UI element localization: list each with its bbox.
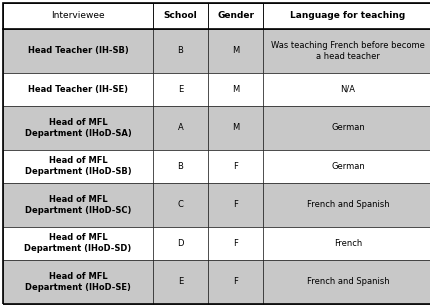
Bar: [153, 150, 208, 183]
Text: German: German: [331, 123, 365, 132]
Text: N/A: N/A: [341, 85, 356, 94]
Text: Was teaching French before become
a head teacher: Was teaching French before become a head…: [271, 41, 425, 61]
Text: A: A: [178, 123, 183, 132]
Bar: [3, 183, 153, 227]
Text: Head Teacher (IH-SB): Head Teacher (IH-SB): [28, 46, 129, 55]
Text: Head of MFL
Department (IHoD-SC): Head of MFL Department (IHoD-SC): [25, 195, 131, 215]
Bar: [263, 150, 430, 183]
Text: Head of MFL
Department (IHoD-SA): Head of MFL Department (IHoD-SA): [25, 118, 132, 138]
Bar: [263, 29, 430, 73]
Bar: [3, 260, 153, 304]
Text: B: B: [178, 162, 184, 171]
Bar: [263, 73, 430, 106]
Bar: [153, 183, 208, 227]
Bar: [208, 150, 263, 183]
Bar: [263, 227, 430, 260]
Bar: [208, 260, 263, 304]
Text: Head Teacher (IH-SE): Head Teacher (IH-SE): [28, 85, 128, 94]
Text: F: F: [233, 239, 238, 248]
Bar: [263, 3, 430, 29]
Bar: [208, 29, 263, 73]
Text: F: F: [233, 162, 238, 171]
Text: C: C: [178, 200, 184, 209]
Bar: [3, 3, 153, 29]
Bar: [153, 260, 208, 304]
Bar: [153, 3, 208, 29]
Text: French and Spanish: French and Spanish: [307, 277, 389, 286]
Bar: [153, 106, 208, 150]
Bar: [208, 106, 263, 150]
Text: E: E: [178, 277, 183, 286]
Bar: [153, 29, 208, 73]
Bar: [3, 150, 153, 183]
Text: F: F: [233, 200, 238, 209]
Text: French: French: [334, 239, 362, 248]
Bar: [208, 3, 263, 29]
Text: Interviewee: Interviewee: [51, 11, 105, 20]
Text: Language for teaching: Language for teaching: [290, 11, 405, 20]
Bar: [208, 227, 263, 260]
Bar: [208, 73, 263, 106]
Text: School: School: [164, 11, 197, 20]
Bar: [263, 260, 430, 304]
Text: French and Spanish: French and Spanish: [307, 200, 389, 209]
Bar: [3, 73, 153, 106]
Text: M: M: [232, 85, 239, 94]
Text: F: F: [233, 277, 238, 286]
Text: Gender: Gender: [217, 11, 254, 20]
Text: Head of MFL
Department (IHoD-SD): Head of MFL Department (IHoD-SD): [25, 233, 132, 253]
Bar: [263, 106, 430, 150]
Bar: [3, 227, 153, 260]
Bar: [3, 106, 153, 150]
Text: E: E: [178, 85, 183, 94]
Bar: [153, 227, 208, 260]
Text: B: B: [178, 46, 184, 55]
Bar: [3, 29, 153, 73]
Text: M: M: [232, 46, 239, 55]
Text: Head of MFL
Department (IHoD-SE): Head of MFL Department (IHoD-SE): [25, 272, 131, 292]
Bar: [263, 183, 430, 227]
Text: German: German: [331, 162, 365, 171]
Text: M: M: [232, 123, 239, 132]
Bar: [208, 183, 263, 227]
Bar: [153, 73, 208, 106]
Text: Head of MFL
Department (IHoD-SB): Head of MFL Department (IHoD-SB): [25, 156, 131, 177]
Text: D: D: [177, 239, 184, 248]
